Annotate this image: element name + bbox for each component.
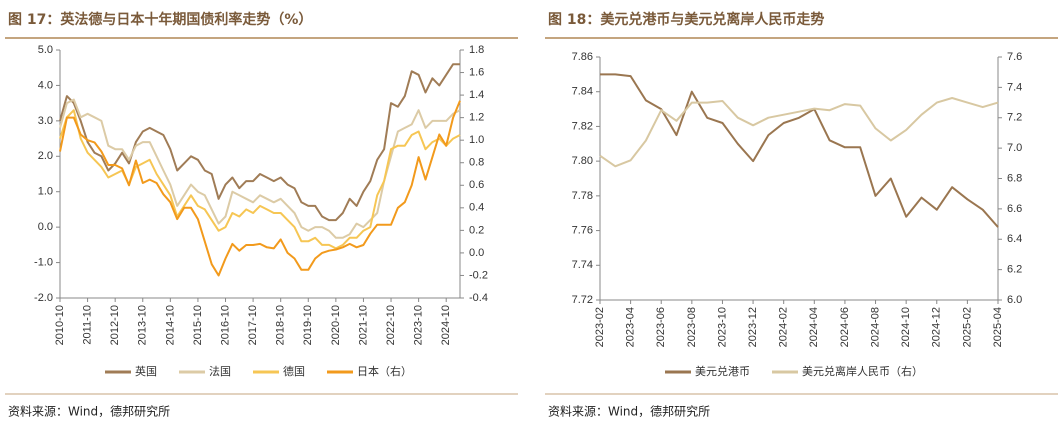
y2-tick-label: 7.4 bbox=[1007, 81, 1022, 93]
x-tick-label: 2011-10 bbox=[81, 305, 93, 345]
x-tick-label: 2023-08 bbox=[686, 307, 698, 347]
y2-tick-label: 1.2 bbox=[469, 112, 484, 124]
y2-tick-label: 1.6 bbox=[469, 66, 484, 78]
x-tick-label: 2023-02 bbox=[594, 307, 606, 347]
legend-label: 英国 bbox=[135, 364, 157, 378]
x-tick-label: 2014-10 bbox=[164, 305, 176, 345]
x-tick-label: 2020-10 bbox=[330, 305, 342, 345]
x-tick-label: 2022-10 bbox=[385, 305, 397, 345]
legend-label: 美元兑港币 bbox=[695, 364, 750, 378]
y-tick-label: 7.74 bbox=[572, 259, 593, 271]
y-tick-label: -1.0 bbox=[34, 256, 53, 268]
y2-tick-label: 6.2 bbox=[1007, 264, 1022, 276]
y-tick-label: 7.78 bbox=[572, 190, 593, 202]
x-tick-label: 2013-10 bbox=[137, 305, 149, 345]
chart-title: 图 17：英法德与日本十年期国债利率走势（%） bbox=[8, 11, 312, 28]
x-tick-label: 2015-10 bbox=[192, 305, 204, 345]
y-tick-label: 5.0 bbox=[38, 44, 53, 56]
x-tick-label: 2023-12 bbox=[747, 307, 759, 347]
x-tick-label: 2023-04 bbox=[625, 307, 637, 347]
y-tick-label: 7.80 bbox=[572, 155, 593, 167]
x-tick-label: 2021-10 bbox=[357, 305, 369, 345]
x-tick-label: 2024-06 bbox=[839, 307, 851, 347]
y2-tick-label: 0.0 bbox=[469, 247, 484, 259]
source: 资料来源：Wind，德邦研究所 bbox=[548, 404, 710, 419]
y2-tick-label: 1.0 bbox=[469, 134, 484, 146]
series-line bbox=[600, 73, 999, 228]
y-tick-label: 3.0 bbox=[38, 115, 53, 127]
y2-tick-label: 7.6 bbox=[1007, 51, 1022, 63]
x-tick-label: 2024-12 bbox=[931, 307, 943, 347]
x-tick-label: 2018-10 bbox=[275, 305, 287, 345]
legend-label: 日本（右） bbox=[357, 364, 412, 378]
x-tick-label: 2024-10 bbox=[900, 307, 912, 347]
x-tick-label: 2024-02 bbox=[778, 307, 790, 347]
y2-tick-label: 0.6 bbox=[469, 179, 484, 191]
x-tick-label: 2017-10 bbox=[247, 305, 259, 345]
y2-tick-label: 1.4 bbox=[469, 89, 484, 101]
y2-tick-label: 6.6 bbox=[1007, 203, 1022, 215]
y-tick-label: 7.82 bbox=[572, 120, 593, 132]
y2-tick-label: 6.8 bbox=[1007, 172, 1022, 184]
series-line bbox=[59, 100, 461, 277]
y-tick-label: 7.72 bbox=[572, 294, 593, 306]
y-tick-label: 2.0 bbox=[38, 150, 53, 162]
y-tick-label: 1.0 bbox=[38, 186, 53, 198]
y2-tick-label: -0.4 bbox=[469, 292, 488, 304]
y2-tick-label: -0.2 bbox=[469, 269, 488, 281]
y-tick-label: 7.76 bbox=[572, 224, 593, 236]
y2-tick-label: 7.0 bbox=[1007, 142, 1022, 154]
series-line bbox=[59, 98, 461, 239]
y-tick-label: 7.84 bbox=[572, 86, 593, 98]
x-tick-label: 2025-04 bbox=[992, 307, 1004, 347]
x-tick-label: 2023-10 bbox=[413, 305, 425, 345]
series-line bbox=[59, 63, 460, 222]
chart-title: 图 18：美元兑港币与美元兑离岸人民币走势 bbox=[548, 11, 824, 28]
y-tick-label: 4.0 bbox=[38, 79, 53, 91]
y2-tick-label: 7.2 bbox=[1007, 112, 1022, 124]
x-tick-label: 2012-10 bbox=[109, 305, 121, 345]
x-tick-label: 2024-04 bbox=[808, 307, 820, 347]
x-tick-label: 2025-02 bbox=[961, 307, 973, 347]
x-tick-label: 2016-10 bbox=[219, 305, 231, 345]
x-tick-label: 2010-10 bbox=[54, 305, 66, 345]
x-tick-label: 2023-06 bbox=[655, 307, 667, 347]
y2-tick-label: 6.0 bbox=[1007, 294, 1022, 306]
source: 资料来源：Wind，德邦研究所 bbox=[8, 404, 170, 419]
y-tick-label: 7.86 bbox=[572, 51, 593, 63]
series-line bbox=[599, 97, 999, 168]
y-tick-label: 0.0 bbox=[38, 221, 53, 233]
y2-tick-label: 1.8 bbox=[469, 44, 484, 56]
legend-label: 德国 bbox=[283, 364, 305, 378]
x-tick-label: 2024-10 bbox=[440, 305, 452, 345]
legend-label: 美元兑离岸人民币（右） bbox=[802, 364, 923, 378]
x-tick-label: 2023-10 bbox=[716, 307, 728, 347]
y-tick-label: -2.0 bbox=[34, 292, 53, 304]
y2-tick-label: 6.4 bbox=[1007, 233, 1022, 245]
y2-tick-label: 0.2 bbox=[469, 224, 484, 236]
y2-tick-label: 0.8 bbox=[469, 157, 484, 169]
x-tick-label: 2024-08 bbox=[869, 307, 881, 347]
y2-tick-label: 0.4 bbox=[469, 202, 484, 214]
legend-label: 法国 bbox=[209, 364, 231, 378]
x-tick-label: 2019-10 bbox=[302, 305, 314, 345]
